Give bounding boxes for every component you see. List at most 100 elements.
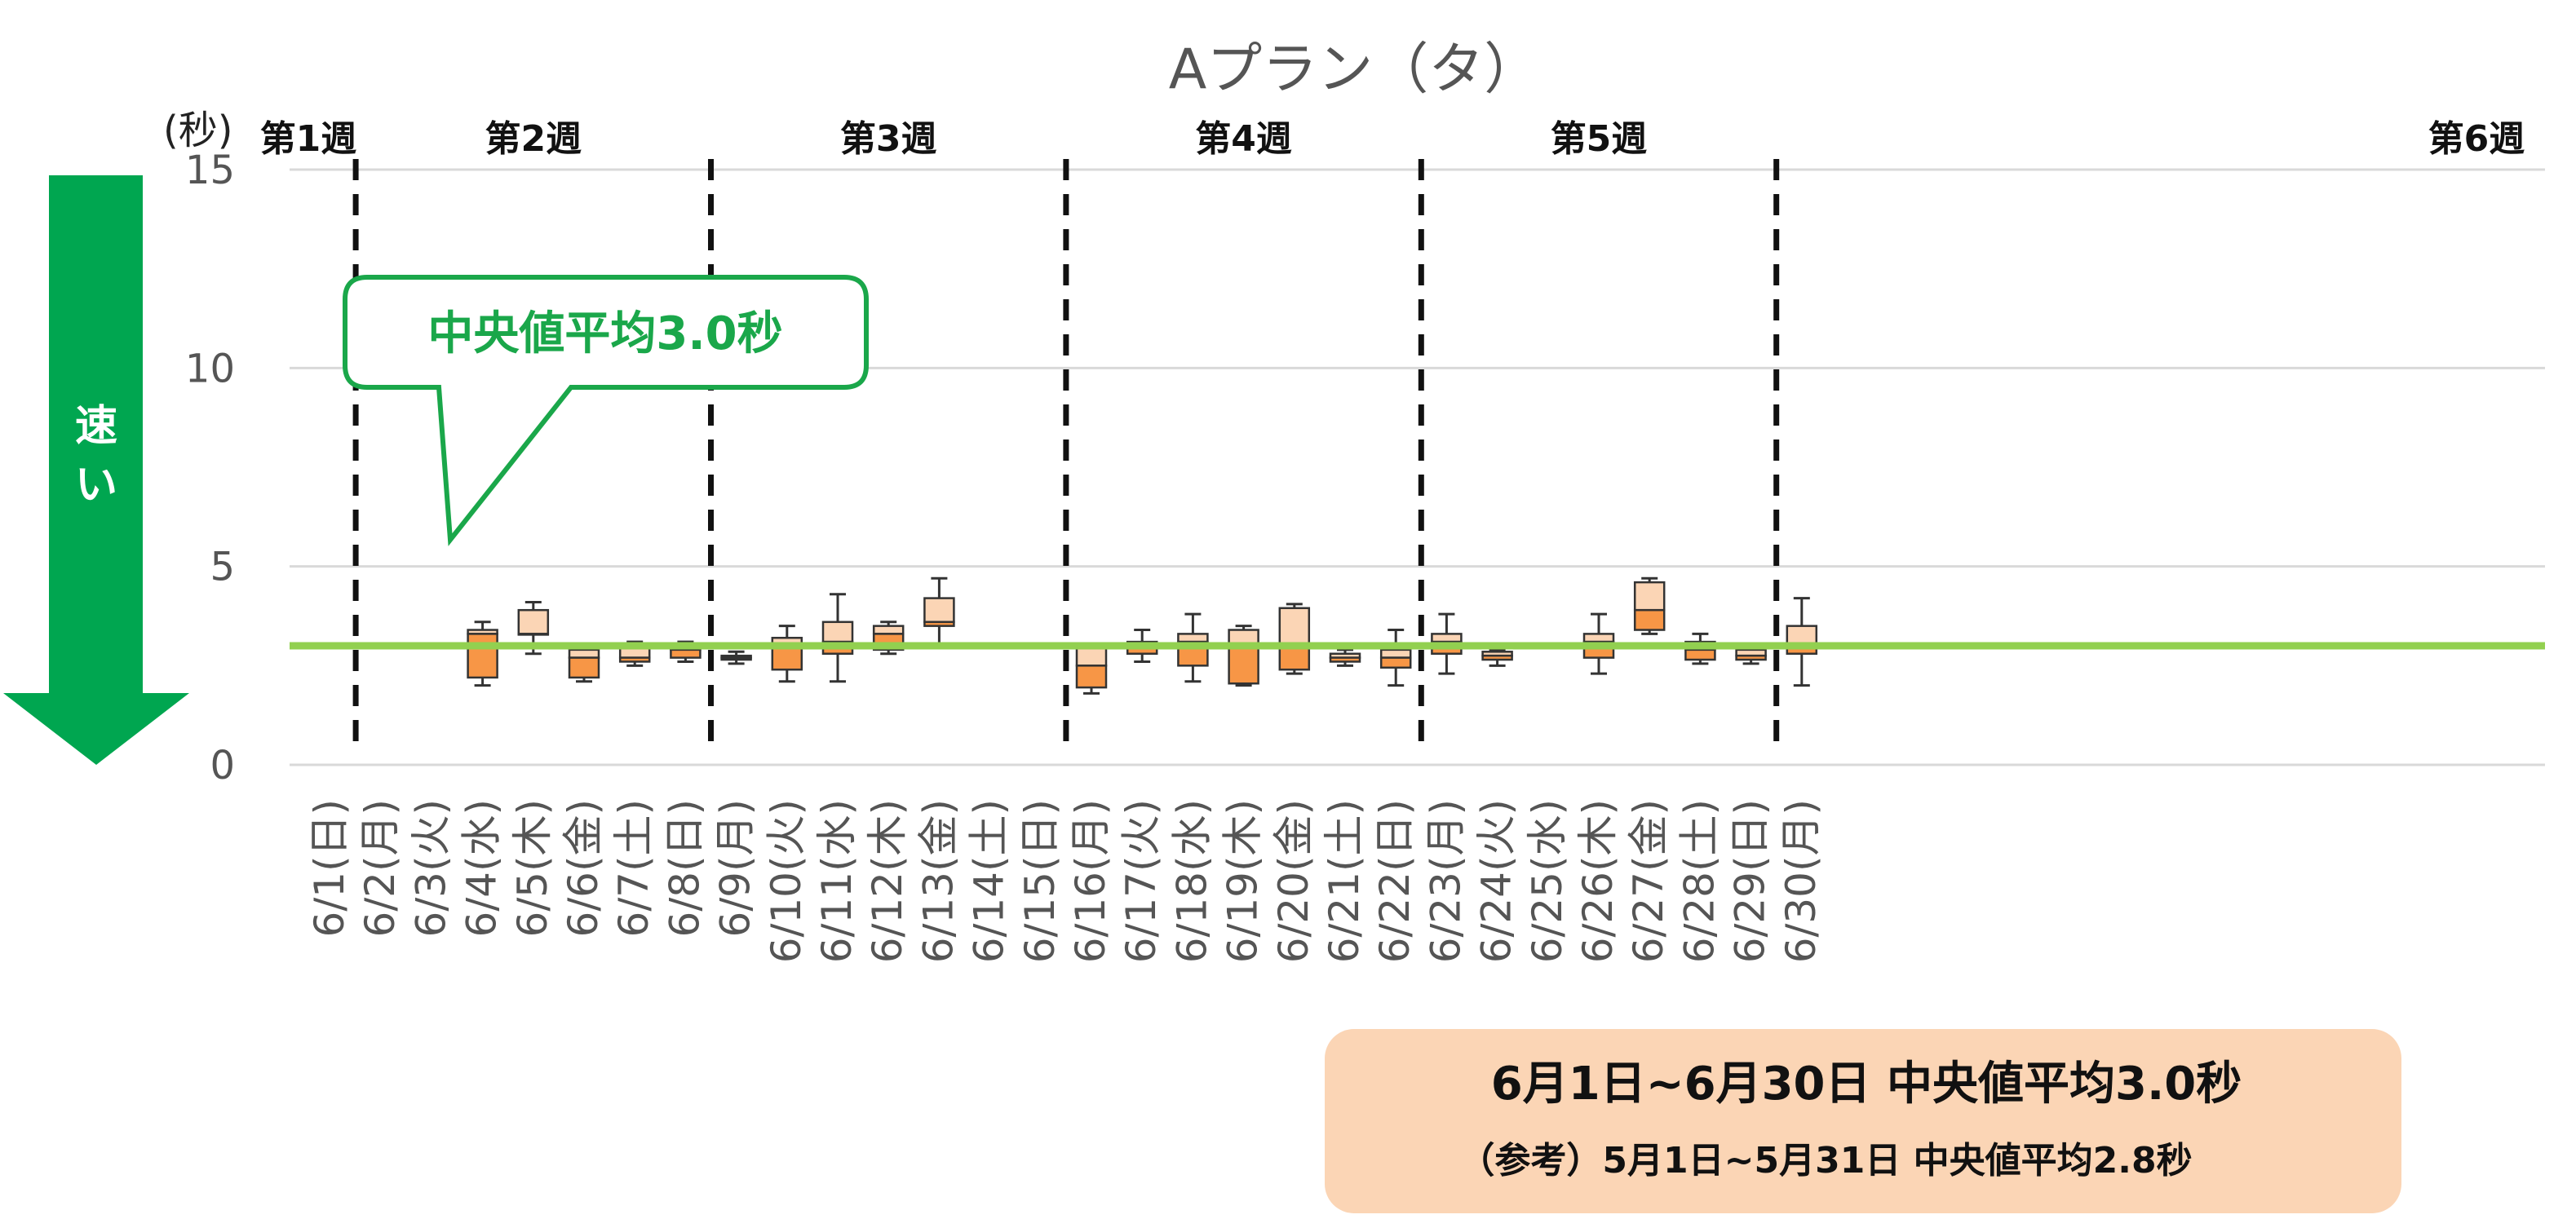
x-tick-label: 6/7(土)	[610, 799, 657, 937]
x-tick-label: 6/1(日)	[306, 799, 353, 937]
box-upper-half	[821, 621, 854, 643]
x-tick-label: 6/24(火)	[1473, 799, 1520, 963]
summary-line-2: （参考）5月1日~5月31日 中央値平均2.8秒	[1458, 1140, 2192, 1181]
x-tick-label: 6/5(木)	[509, 799, 556, 937]
box-6/22(日)	[1379, 629, 1412, 687]
box-lower-half	[467, 633, 498, 679]
x-tick-label: 6/13(金)	[914, 799, 962, 963]
x-tick-label: 6/17(火)	[1118, 799, 1165, 963]
y-tick-label: 10	[185, 346, 235, 391]
box-lower-half	[1481, 654, 1513, 661]
x-tick-label: 6/10(火)	[763, 799, 810, 963]
box-lower-half	[1379, 656, 1412, 669]
box-upper-half	[923, 597, 955, 624]
callout-text: 中央値平均3.0秒	[427, 307, 782, 360]
week-label: 第4週	[1195, 118, 1292, 160]
box-lower-half	[1075, 665, 1108, 689]
box-upper-half	[1278, 607, 1311, 647]
y-tick-label: 5	[210, 545, 235, 590]
week-layer: 第1週 第2週 第3週 第4週 第5週 第6週	[260, 118, 2525, 744]
median-average-callout: 中央値平均3.0秒	[343, 275, 869, 546]
x-tick-label: 6/14(土)	[966, 799, 1013, 963]
box-6/10(火)	[771, 625, 803, 683]
grid-layer: 0 5 10 15	[185, 148, 2545, 788]
y-tick-label: 0	[210, 743, 235, 788]
week-label: 第2週	[485, 118, 582, 160]
x-tick-label: 6/22(日)	[1371, 799, 1419, 963]
box-lower-half	[1228, 644, 1259, 685]
x-tick-label: 6/9(月)	[712, 799, 759, 937]
box-lower-half	[923, 621, 955, 627]
week-label: 第5週	[1551, 118, 1648, 160]
box-lower-half	[568, 656, 600, 679]
speed-arrow-label-2: い	[75, 461, 117, 510]
box-6/9(月)	[720, 650, 752, 665]
box-6/27(金)	[1633, 576, 1666, 635]
x-tick-layer: 6/1(日) 6/2(月) 6/3(火) 6/4(水) 6/5(木) 6/6(金) 6/7(…	[306, 799, 1825, 963]
box-6/6(金)	[568, 648, 600, 683]
x-tick-label: 6/23(月)	[1422, 799, 1469, 963]
week-label: 第6週	[2428, 118, 2525, 160]
summary-line-1: 6月1日~6月30日 中央値平均3.0秒	[1491, 1058, 2242, 1111]
box-6/5(木)	[517, 600, 550, 656]
x-tick-label: 6/12(木)	[864, 799, 911, 963]
box-upper-half	[872, 625, 905, 635]
box-lower-half	[720, 656, 752, 661]
x-tick-label: 6/3(火)	[407, 799, 454, 937]
box-upper-half	[1177, 633, 1209, 643]
box-upper-half	[517, 608, 550, 635]
callout-bubble-shape	[343, 275, 869, 546]
y-axis-unit: (秒)	[163, 108, 232, 153]
box-6/4(水)	[467, 621, 498, 687]
x-tick-label: 6/2(月)	[356, 799, 404, 937]
x-tick-label: 6/16(月)	[1067, 799, 1114, 963]
x-tick-label: 6/15(日)	[1016, 799, 1064, 963]
box-lower-half	[1735, 654, 1767, 661]
summary-box: 6月1日~6月30日 中央値平均3.0秒 （参考）5月1日~5月31日 中央値平…	[1325, 1029, 2401, 1213]
box-upper-half	[1633, 581, 1666, 612]
box-6/19(木)	[1228, 625, 1259, 687]
box-6/16(月)	[1075, 644, 1108, 695]
box-6/21(土)	[1329, 648, 1361, 667]
x-tick-label: 6/11(水)	[813, 799, 861, 963]
box-6/30(月)	[1786, 597, 1818, 687]
box-6/11(水)	[821, 593, 854, 683]
speed-arrow-label-1: 速	[75, 402, 117, 451]
x-tick-label: 6/27(金)	[1625, 799, 1672, 963]
box-lower-half	[1684, 648, 1716, 661]
x-tick-label: 6/28(土)	[1675, 799, 1723, 963]
box-upper-half	[568, 648, 600, 659]
box-lower-half	[771, 644, 803, 671]
box-6/13(金)	[923, 576, 955, 647]
y-tick-label: 15	[185, 148, 235, 193]
x-tick-label: 6/25(水)	[1524, 799, 1571, 963]
box-lower-half	[670, 648, 702, 659]
x-tick-label: 6/4(水)	[458, 799, 506, 937]
box-lower-half	[1633, 608, 1666, 631]
box-upper-half	[1431, 633, 1463, 643]
box-upper-half	[1582, 633, 1615, 643]
box-upper-half	[1379, 648, 1412, 659]
chart-title: Aプラン（タ）	[1169, 38, 1540, 102]
x-tick-label: 6/26(木)	[1574, 799, 1622, 963]
box-lower-half	[1329, 656, 1361, 663]
x-tick-label: 6/20(金)	[1270, 799, 1317, 963]
week-label: 第1週	[260, 118, 357, 160]
down-arrow-icon	[3, 175, 189, 765]
summary-background	[1325, 1029, 2401, 1213]
x-tick-label: 6/29(日)	[1727, 799, 1774, 963]
x-tick-label: 6/30(月)	[1777, 799, 1825, 963]
x-tick-label: 6/6(金)	[560, 799, 607, 937]
box-layer	[467, 576, 1818, 695]
x-tick-label: 6/8(日)	[661, 799, 708, 937]
box-6/29(日)	[1735, 648, 1767, 665]
x-tick-label: 6/19(木)	[1219, 799, 1267, 963]
speed-arrow-shape	[3, 175, 189, 765]
box-6/24(火)	[1481, 648, 1513, 667]
week-label: 第3週	[840, 118, 937, 160]
box-6/20(金)	[1278, 603, 1311, 675]
x-tick-label: 6/18(水)	[1168, 799, 1215, 963]
x-tick-label: 6/21(土)	[1321, 799, 1368, 963]
